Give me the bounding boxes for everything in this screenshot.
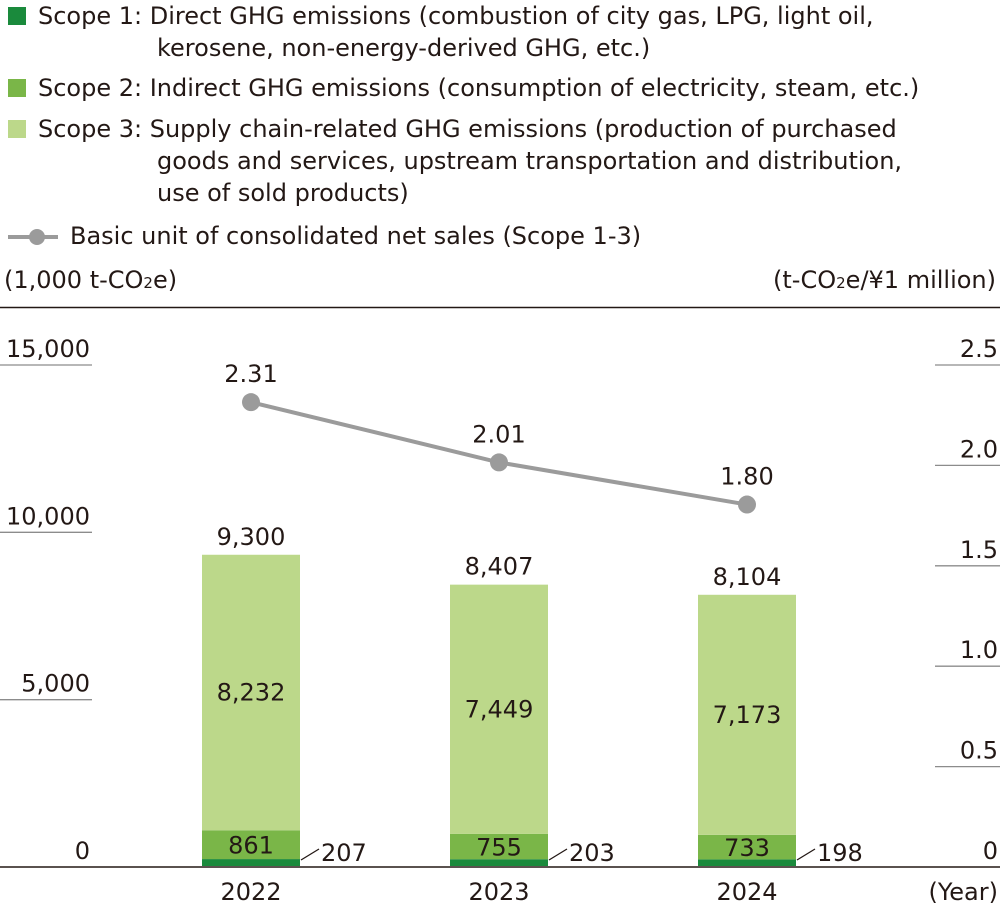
left-unit-sub: 2 <box>143 274 153 292</box>
y2-tick-label: 2.5 <box>960 335 998 363</box>
x-category-label: 2022 <box>220 878 281 903</box>
y-tick-label: 15,000 <box>6 335 90 363</box>
scope1-leader-line <box>300 848 320 861</box>
legend-scope1-line2: kerosene, non-energy-derived GHG, etc.) <box>157 34 651 62</box>
bar-scope1 <box>202 859 300 866</box>
scope3-value-label: 7,173 <box>713 701 782 729</box>
scope2-value-label: 755 <box>476 834 522 862</box>
line-marker-icon <box>8 229 58 245</box>
y2-tick-label: 1.0 <box>960 636 998 664</box>
legend-scope3-line2: goods and services, upstream transportat… <box>157 147 903 175</box>
bar-scope3 <box>698 594 796 835</box>
x-category-label: 2024 <box>716 878 777 903</box>
x-axis-unit: (Year) <box>928 878 998 903</box>
y2-tick-label: 1.5 <box>960 536 998 564</box>
total-value-label: 8,104 <box>713 563 782 591</box>
legend-scope3-line1: Scope 3: Supply chain-related GHG emissi… <box>38 115 897 143</box>
y-tick-label: 10,000 <box>6 502 90 530</box>
scope1-value-label: 203 <box>569 839 615 867</box>
bar-scope2 <box>202 830 300 860</box>
y2-tick-label: 0.5 <box>960 737 998 765</box>
right-unit-pre: (t-CO <box>773 266 837 294</box>
y2-tick-label: 0 <box>983 837 998 865</box>
scope1-swatch <box>8 7 26 25</box>
left-unit-pre: (1,000 t-CO <box>4 266 144 294</box>
right-unit-post: e/¥1 million) <box>845 266 996 294</box>
left-unit-post: e) <box>152 266 178 294</box>
bar-scope3 <box>450 584 548 834</box>
y-tick-label: 5,000 <box>21 670 90 698</box>
intensity-point <box>242 393 260 412</box>
intensity-point <box>490 453 508 472</box>
legend-intensity: Basic unit of consolidated net sales (Sc… <box>70 222 642 250</box>
scope3-value-label: 8,232 <box>217 679 286 707</box>
intensity-line <box>250 400 748 507</box>
right-axis-unit: (t-CO2e/¥1 million) <box>773 266 996 294</box>
right-unit-sub: 2 <box>836 274 846 292</box>
scope1-leader-line <box>796 848 816 861</box>
intensity-value-label: 2.31 <box>224 360 277 388</box>
y-tick-label: 0 <box>75 837 90 865</box>
scope3-swatch <box>8 120 26 138</box>
scope3-value-label: 7,449 <box>465 695 534 723</box>
intensity-value-label: 2.01 <box>472 420 525 448</box>
bar-scope1 <box>450 859 548 866</box>
scope2-value-label: 861 <box>228 832 274 860</box>
scope2-swatch <box>8 79 26 97</box>
y2-tick-label: 2.0 <box>960 435 998 463</box>
x-category-label: 2023 <box>468 878 529 903</box>
legend-scope1-line1: Scope 1: Direct GHG emissions (combustio… <box>38 2 874 30</box>
bar-scope2 <box>698 834 796 860</box>
intensity-point <box>738 495 756 514</box>
bar-scope2 <box>450 833 548 860</box>
legend-scope3-line3: use of sold products) <box>157 179 409 207</box>
total-value-label: 8,407 <box>465 553 534 581</box>
total-value-label: 9,300 <box>217 523 286 551</box>
bar-scope3 <box>202 554 300 831</box>
intensity-value-label: 1.80 <box>720 463 773 491</box>
scope1-value-label: 198 <box>817 839 863 867</box>
scope1-leader-line <box>548 848 568 861</box>
left-axis-unit: (1,000 t-CO2e) <box>4 266 177 294</box>
scope1-value-label: 207 <box>321 839 367 867</box>
scope2-value-label: 733 <box>724 834 770 862</box>
legend-scope2-line1: Scope 2: Indirect GHG emissions (consump… <box>38 74 920 102</box>
bar-scope1 <box>698 859 796 866</box>
